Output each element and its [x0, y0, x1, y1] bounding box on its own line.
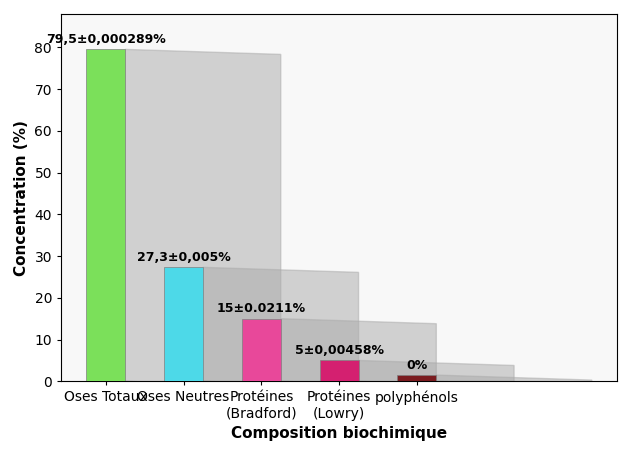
Polygon shape [320, 381, 514, 386]
Bar [242, 318, 281, 381]
Bar [398, 375, 436, 381]
Text: 0%: 0% [406, 359, 427, 372]
X-axis label: Composition biochimique: Composition biochimique [231, 426, 447, 441]
Text: 79,5±0,000289%: 79,5±0,000289% [46, 33, 166, 46]
Text: 15±0.0211%: 15±0.0211% [217, 303, 306, 315]
Polygon shape [203, 268, 358, 386]
Polygon shape [242, 381, 436, 386]
Polygon shape [436, 375, 592, 386]
Polygon shape [358, 360, 514, 386]
Polygon shape [398, 381, 592, 386]
Bar [86, 50, 125, 381]
Polygon shape [281, 318, 436, 386]
Bar [164, 268, 203, 381]
Text: 27,3±0,005%: 27,3±0,005% [137, 251, 230, 264]
Bar [320, 360, 358, 381]
Y-axis label: Concentration (%): Concentration (%) [14, 120, 29, 276]
Polygon shape [125, 50, 281, 386]
Polygon shape [86, 381, 281, 386]
Polygon shape [164, 381, 358, 386]
Text: 5±0,00458%: 5±0,00458% [295, 344, 384, 357]
